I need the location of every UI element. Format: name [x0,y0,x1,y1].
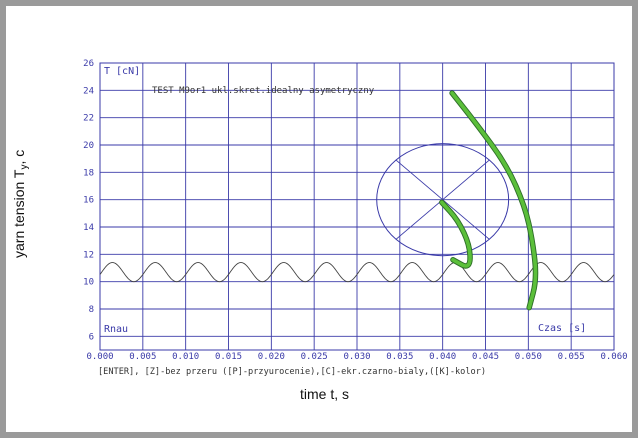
x-tick-label: 0.060 [600,352,627,362]
x-tick-label: 0.030 [343,352,370,362]
x-tick-label: 0.035 [386,352,413,362]
y-axis-title-prefix: yarn tension T [11,169,27,258]
y-tick-label: 16 [83,196,94,206]
x-tick-label: 0.055 [558,352,585,362]
footer-hint: [ENTER], [Z]-bez przeru ([P]-przyuroceni… [98,367,486,377]
y-tick-label: 22 [83,114,94,124]
x-tick-label: 0.025 [301,352,328,362]
x-tick-label: 0.005 [129,352,156,362]
y-tick-label: 6 [89,332,94,342]
y-tick-label: 18 [83,168,94,178]
tick-labels: 0.000 0.005 0.010 0.015 0.020 0.025 0.030 0.035… [83,59,627,362]
y-tick-label: 26 [83,59,94,69]
x-tick-label: 0.015 [215,352,242,362]
y-tick-label: 12 [83,250,94,260]
x-tick-label: 0.045 [472,352,499,362]
yarn-balloon-fill [440,200,472,268]
balloon-circle [376,143,510,257]
test-title: TEST M9or1 ukl.skret.idealny asymetryczn… [152,86,375,96]
corner-label: Rnau [104,324,128,335]
y-axis-title-suffix: , cN [11,150,27,165]
circle-diagonal [395,159,490,240]
y-tick-label: 14 [83,223,94,233]
x-tick-label: 0.040 [429,352,456,362]
y-axis-title-sub: y [19,165,30,170]
y-tick-label: 8 [89,305,94,315]
grid-lines [99,62,615,351]
svg-text:yarn tension Ty, cN: yarn tension Ty, cN [11,150,30,258]
series-layer [99,262,615,283]
y-axis-title: yarn tension Ty, cN [4,140,34,260]
yarn-balloon-fill [450,91,538,310]
tension-signal-line [99,262,615,283]
x-tick-label: 0.000 [86,352,113,362]
x-tick-label: 0.020 [258,352,285,362]
x-tick-label: 0.010 [172,352,199,362]
x-axis-title: time t, s [300,386,350,402]
inner-x-unit: Czas [s] [538,323,586,334]
inner-y-unit: T [cN] [104,66,140,77]
y-tick-label: 24 [83,86,94,96]
y-tick-label: 20 [83,141,94,151]
x-tick-label: 0.050 [515,352,542,362]
circle-layer [376,143,510,257]
balloon-layer [439,90,539,311]
y-tick-label: 10 [83,278,94,288]
